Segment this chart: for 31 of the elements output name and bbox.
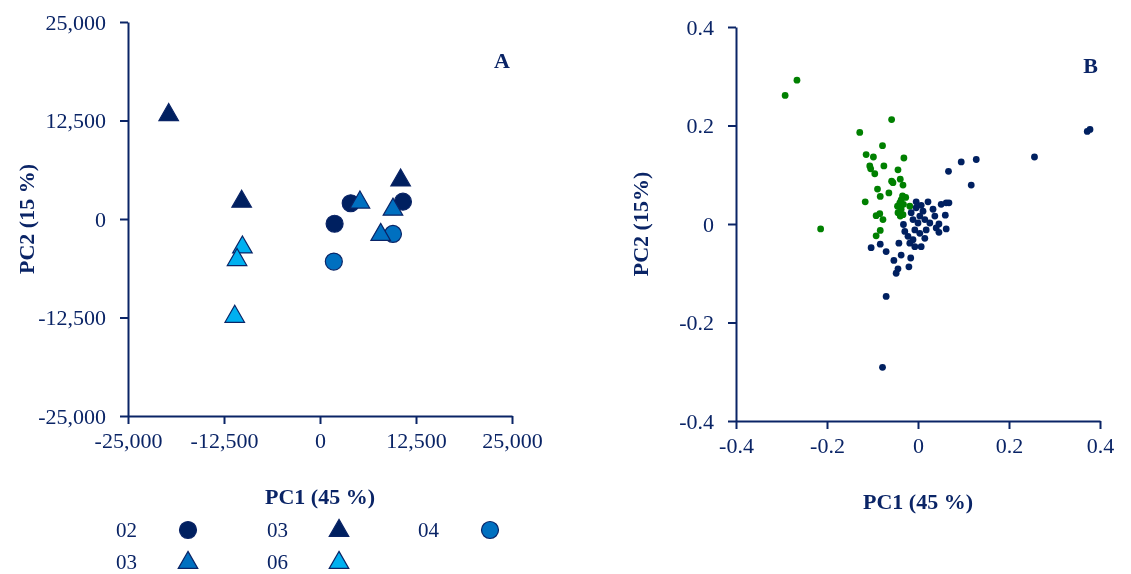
x-axis-title: PC1 (45 %) <box>863 489 973 514</box>
x-tick-label: 12,500 <box>386 427 447 453</box>
x-tick-label: -0.2 <box>810 432 845 458</box>
x-tick-label: -0.4 <box>719 432 754 458</box>
legend-label: 06 <box>267 550 288 574</box>
y-tick-label: 0 <box>703 211 714 237</box>
x-tick-label: 0 <box>913 432 924 458</box>
y-tick-label: 0 <box>95 206 106 232</box>
x-tick-label: -25,000 <box>94 427 163 453</box>
x-tick-label: 25,000 <box>482 427 543 453</box>
legend-label: 02 <box>116 518 137 542</box>
x-tick-label: 0.2 <box>995 432 1024 458</box>
x-axis-title: PC1 (45 %) <box>265 484 375 509</box>
y-tick-label: 12,500 <box>45 108 106 134</box>
y-axis-title: PC2 (15 %) <box>14 164 39 274</box>
text: A <box>494 48 511 73</box>
text: B <box>1083 53 1099 78</box>
y-tick-label: -25,000 <box>38 403 106 429</box>
y-tick-label: -0.2 <box>679 310 714 336</box>
legend-label: 03 <box>267 518 288 542</box>
y-tick-label: 25,000 <box>45 9 106 35</box>
legend-label: 04 <box>418 518 440 542</box>
x-tick-label: 0 <box>315 427 326 453</box>
y-tick-label: 0.2 <box>686 113 714 139</box>
y-tick-label: -0.4 <box>679 408 714 434</box>
y-tick-label: 0.4 <box>686 14 714 40</box>
y-axis-title: PC2 (15%) <box>628 171 653 277</box>
legend-label: 03 <box>116 550 137 574</box>
x-tick-label: -12,500 <box>190 427 259 453</box>
y-tick-label: -12,500 <box>38 305 106 331</box>
x-tick-label: 0.4 <box>1086 432 1115 458</box>
